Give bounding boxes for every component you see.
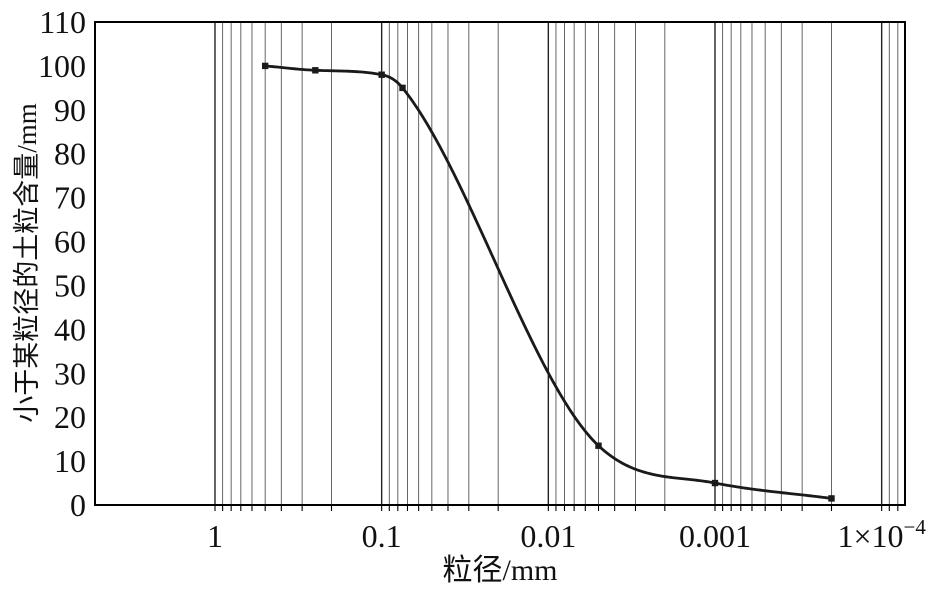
plot-frame — [94, 21, 906, 506]
y-tick-label: 80 — [54, 136, 86, 172]
x-tick-label: 0.01 — [520, 518, 576, 554]
data-point-marker — [828, 495, 835, 502]
y-tick-label: 0 — [70, 487, 86, 523]
curve-layer — [263, 64, 833, 500]
y-tick-label: 20 — [54, 399, 86, 435]
y-tick-label: 30 — [54, 355, 86, 391]
y-axis-title: 小于某粒径的土粒含量/mm — [12, 103, 42, 423]
y-tick-label: 10 — [54, 443, 86, 479]
y-tick-label: 100 — [38, 48, 86, 84]
y-tick-label: 110 — [39, 4, 86, 40]
x-tick-label: 0.001 — [679, 518, 751, 554]
y-tick-label: 50 — [54, 267, 86, 303]
tick-label-layer: 0 10 20 30 40 50 60 70 80 90 100 110 1 0.1 0.01 0.001 1×… — [38, 4, 926, 554]
data-point-marker — [711, 479, 719, 487]
distribution-curve — [263, 64, 833, 500]
y-tick-label: 90 — [54, 92, 86, 128]
y-tick-label: 60 — [54, 224, 86, 260]
y-tick-label: 70 — [54, 180, 86, 216]
x-tick-label: 1 — [207, 518, 223, 554]
data-point-marker — [312, 67, 319, 74]
data-point-marker — [261, 62, 269, 70]
data-point-marker — [378, 71, 385, 78]
data-point-marker — [595, 442, 602, 449]
x-tick-label: 1×10−4 — [837, 515, 926, 554]
x-tick-label: 0.1 — [362, 518, 402, 554]
marker-layer — [261, 62, 835, 502]
data-point-marker — [399, 84, 406, 92]
grid-layer — [214, 22, 899, 505]
x-axis-title: 粒径/mm — [442, 554, 557, 587]
y-tick-label: 40 — [54, 311, 86, 347]
